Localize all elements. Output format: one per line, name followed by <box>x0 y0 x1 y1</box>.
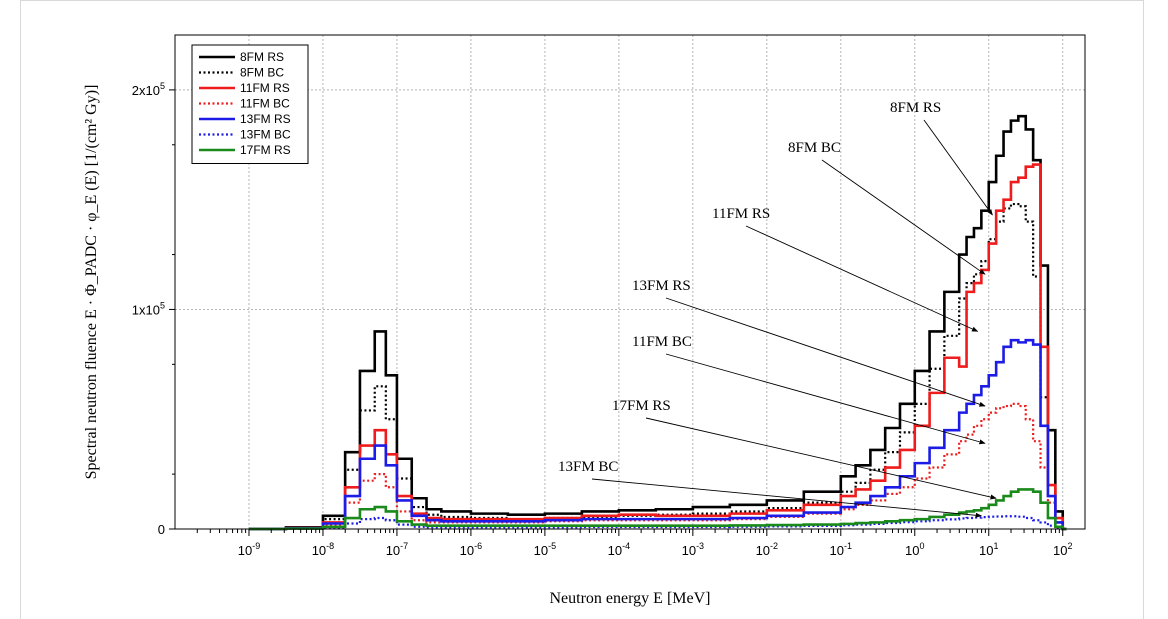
series-8fm-bc <box>248 202 1067 531</box>
legend-label: 13FM RS <box>240 112 291 126</box>
annotations: 8FM RS 8FM BC 11FM RS 13FM RS 11FM BC 17FM RS… <box>558 100 997 518</box>
series-11fm-bc <box>248 402 1067 531</box>
y-axis-title: Spectral neutron fluence E · Φ_PADC · φ_… <box>83 85 100 480</box>
annotation-label: 13FM RS <box>632 278 691 294</box>
annotation-arrow <box>665 353 986 445</box>
legend-label: 8FM BC <box>240 66 284 80</box>
legend-label: 11FM RS <box>240 81 290 95</box>
annotation-arrow <box>745 225 979 332</box>
y-tick-label: 1x105 <box>132 300 165 317</box>
x-axis-title: Neutron energy E [MeV] <box>550 590 711 607</box>
annotation-arrow <box>923 119 993 216</box>
x-tick-label: 10-6 <box>460 541 482 558</box>
legend-label: 8FM RS <box>240 50 284 64</box>
x-tick-label: 10-3 <box>682 541 704 558</box>
legend-label: 13FM BC <box>240 128 291 142</box>
legend-label: 11FM BC <box>240 97 290 111</box>
y-tick-label: 2x105 <box>132 81 165 98</box>
x-tick-label: 10-9 <box>238 541 260 558</box>
annotation-label: 11FM BC <box>632 334 692 350</box>
x-tick-label: 10-1 <box>830 541 852 558</box>
x-tick-label: 102 <box>1053 541 1072 558</box>
annotation-arrow <box>645 417 997 500</box>
legend-box <box>191 44 309 164</box>
annotation-label: 17FM RS <box>612 398 671 414</box>
annotation-label: 11FM RS <box>712 206 770 222</box>
x-tick-label: 10-4 <box>608 541 630 558</box>
plot-area-frame <box>174 34 1086 530</box>
x-tick-label: 101 <box>979 541 998 558</box>
x-tick-label: 10-5 <box>534 541 556 558</box>
grid-lines <box>175 35 1085 529</box>
y-tick-label: 0 <box>158 522 165 537</box>
x-tick-label: 10-7 <box>386 541 408 558</box>
annotation-label: 8FM RS <box>890 100 941 116</box>
series-8fm-rs <box>248 114 1067 531</box>
x-tick-label: 100 <box>905 541 924 558</box>
series-13fm-rs <box>248 338 1067 531</box>
axis-ticks: 10-9 10-8 10-7 10-6 10-5 10-4 10-3 10-2 10-1 100 1… <box>132 81 1073 558</box>
series-layer <box>248 114 1067 531</box>
annotation-label: 13FM BC <box>558 459 618 475</box>
annotation-label: 8FM BC <box>788 140 841 156</box>
legend-label: 17FM RS <box>240 143 291 157</box>
x-tick-label: 10-2 <box>756 541 778 558</box>
figure-frame <box>20 0 1144 619</box>
annotation-arrow <box>665 297 986 407</box>
annotation-arrow <box>821 159 986 275</box>
x-tick-label: 10-8 <box>312 541 334 558</box>
series-17fm-rs <box>248 488 1067 531</box>
annotation-arrow <box>591 478 982 518</box>
